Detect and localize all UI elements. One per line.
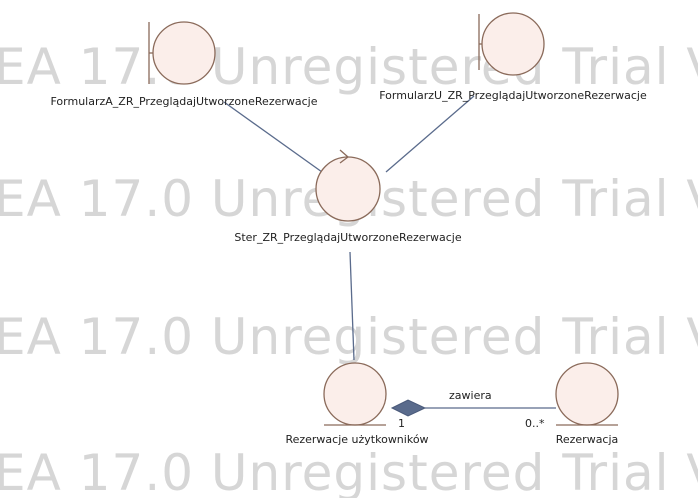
watermark-text: EA 17.0 Unregistered Trial Version (0, 308, 698, 366)
boundary-u-label: FormularzU_ZR_PrzeglądajUtworzoneRezerwa… (379, 89, 647, 102)
boundary-icon[interactable] (148, 21, 216, 85)
entity-icon[interactable] (555, 362, 619, 426)
watermark-text: EA 17.0 Unregistered Trial Version (0, 444, 698, 498)
connector-boundary-u-control[interactable] (385, 95, 475, 173)
composition-diamond (390, 399, 427, 417)
boundary-icon[interactable] (478, 12, 545, 76)
entity-res-label: Rezerwacja (555, 433, 619, 446)
source-multiplicity: 1 (398, 417, 405, 430)
association-name: zawiera (449, 389, 492, 402)
entity-user-res-label: Rezerwacje użytkowników (285, 433, 429, 446)
entity-icon[interactable] (323, 362, 387, 426)
connector-boundary-a-control[interactable] (223, 101, 323, 173)
control-icon[interactable] (315, 149, 381, 222)
watermark-text: EA 17.0 Unregistered Trial Version (0, 38, 698, 96)
target-multiplicity: 0..* (525, 417, 545, 430)
boundary-a-label: FormularzA_ZR_PrzeglądajUtworzoneRezerwa… (50, 95, 318, 108)
connector-control-entity[interactable] (349, 251, 355, 361)
control-label: Ster_ZR_PrzeglądajUtworzoneRezerwacje (234, 231, 462, 244)
